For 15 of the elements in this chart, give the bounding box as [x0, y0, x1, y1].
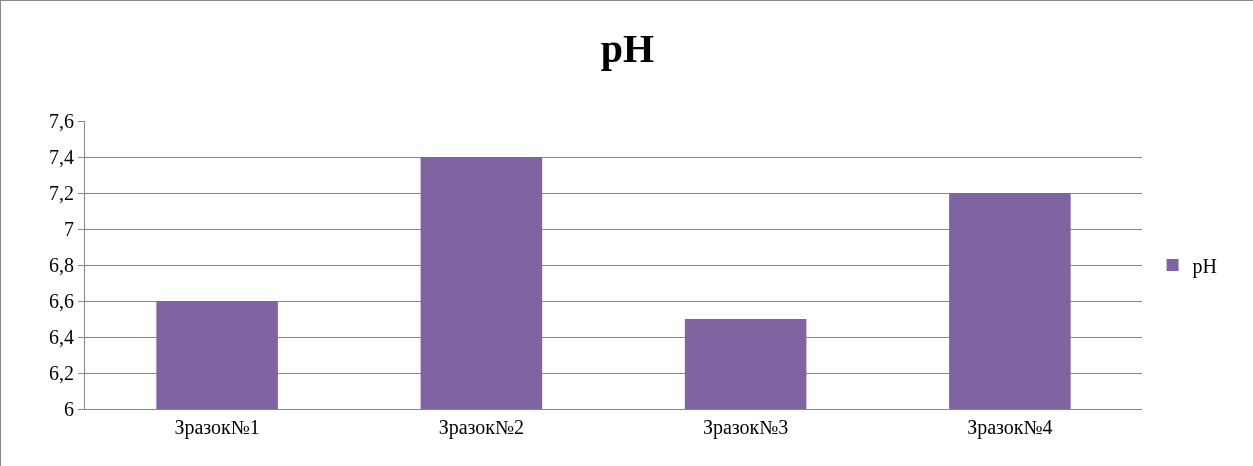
- y-tick-label: 7,6: [49, 110, 74, 132]
- y-tick-label: 6,6: [49, 290, 74, 312]
- legend-label: pH: [1192, 254, 1218, 278]
- y-tick-label: 7,4: [49, 146, 74, 168]
- y-tick-label: 6,4: [49, 326, 74, 348]
- y-tick-label: 6,2: [49, 362, 74, 384]
- chart-title: pH: [600, 25, 655, 71]
- x-tick-label: Зразок№1: [174, 416, 260, 439]
- x-tick-label: Зразок№4: [967, 416, 1053, 439]
- y-tick-label: 6,8: [49, 254, 74, 276]
- y-tick-label: 6: [64, 398, 74, 420]
- x-tick-label: Зразок№2: [438, 416, 525, 439]
- x-tick-label: Зразок№3: [702, 416, 789, 439]
- y-tick-label: 7,2: [49, 182, 74, 204]
- y-tick-label: 7: [64, 218, 74, 240]
